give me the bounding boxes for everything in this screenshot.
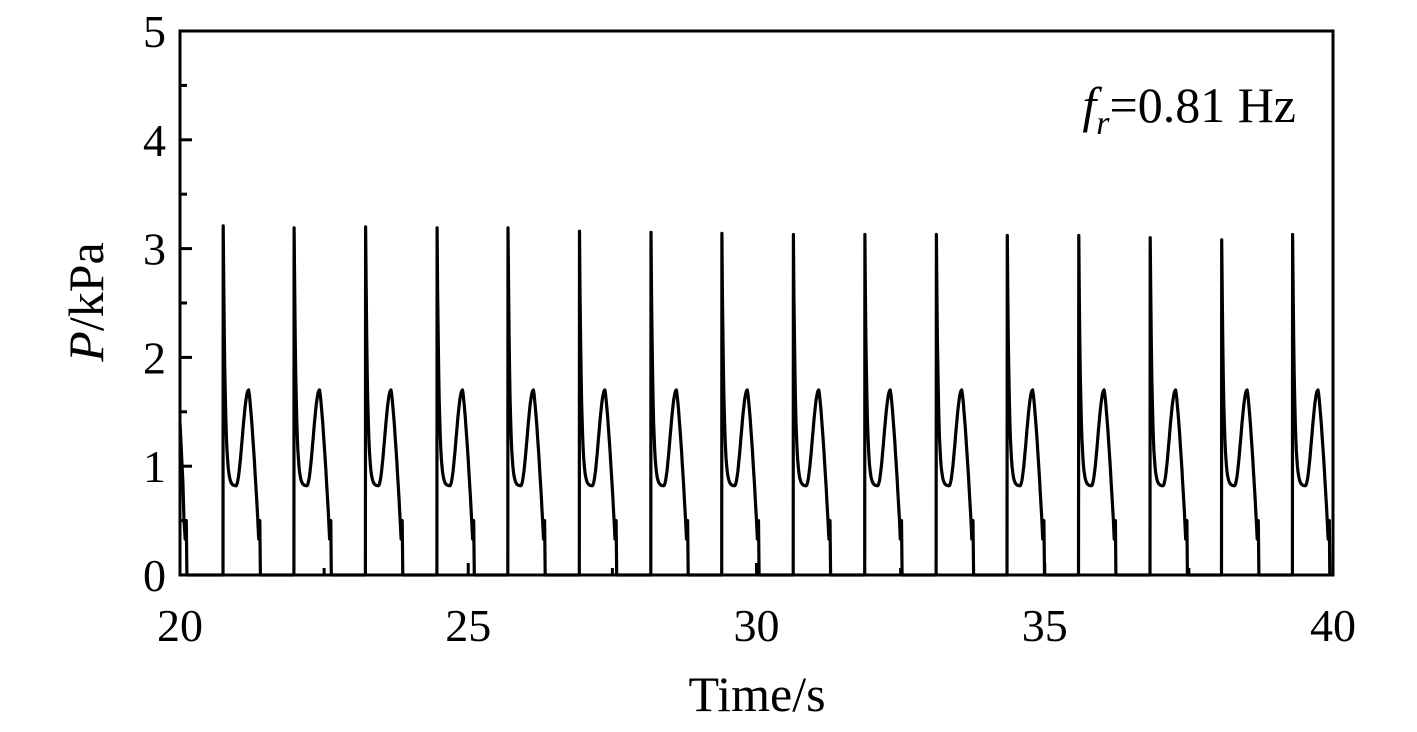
y-tick-label: 4: [143, 115, 166, 166]
y-tick-label: 1: [143, 441, 166, 492]
x-tick-label: 25: [445, 600, 491, 651]
y-tick-label: 2: [143, 332, 166, 383]
series-line: [178, 224, 1332, 577]
frequency-value: =0.81 Hz: [1110, 77, 1297, 133]
y-tick-label: 0: [143, 550, 166, 601]
x-tick-label: 35: [1022, 600, 1068, 651]
y-axis-symbol: P: [58, 331, 114, 363]
frequency-annotation: fr=0.81 Hz: [1082, 77, 1296, 142]
y-tick-label: 5: [143, 6, 166, 57]
x-axis-label: Time/s: [688, 666, 825, 722]
frequency-subscript: r: [1096, 105, 1110, 142]
plot-frame: [178, 29, 1335, 577]
x-tick-label: 20: [157, 600, 203, 651]
tick-labels: 0 1 2 3 4 5 20 25 30 35 40: [143, 6, 1356, 651]
x-tick-label: 30: [734, 600, 780, 651]
y-axis-unit: /kPa: [58, 242, 114, 331]
x-tick-label: 40: [1310, 600, 1356, 651]
y-tick-label: 3: [143, 224, 166, 275]
y-axis-label: P/kPa: [58, 242, 114, 362]
